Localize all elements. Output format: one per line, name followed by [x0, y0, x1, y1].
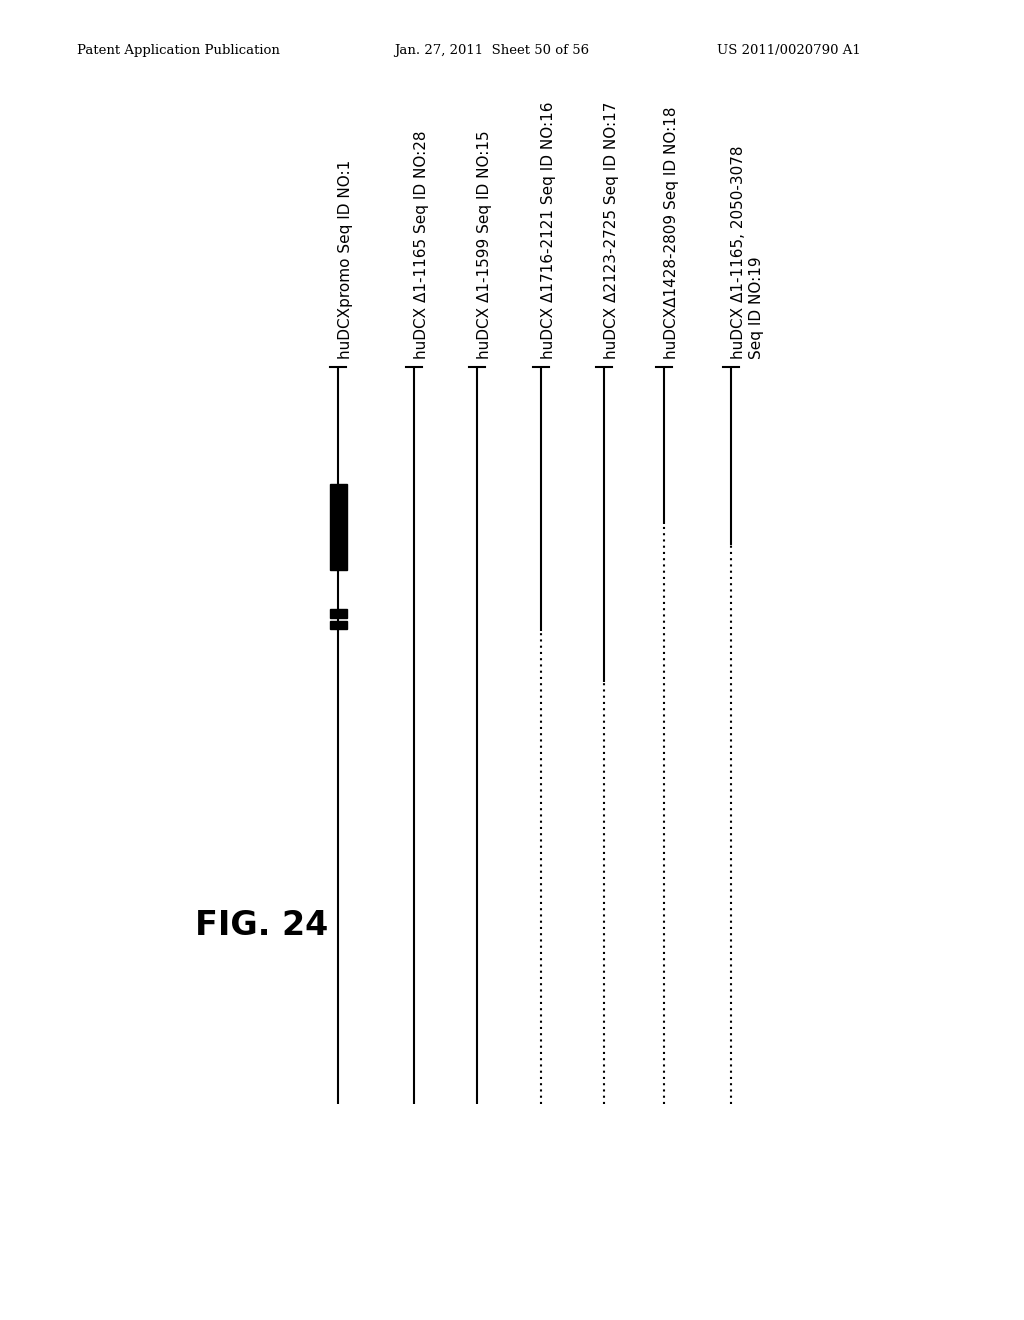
Text: huDCXΔ1428-2809 Seq ID NO:18: huDCXΔ1428-2809 Seq ID NO:18	[664, 106, 679, 359]
Bar	[330, 610, 347, 618]
Text: huDCXpromo Seq ID NO:1: huDCXpromo Seq ID NO:1	[338, 160, 353, 359]
Text: huDCX Δ1-1165, 2050-3078
Seq ID NO:19: huDCX Δ1-1165, 2050-3078 Seq ID NO:19	[731, 145, 764, 359]
Text: huDCX Δ1-1165 Seq ID NO:28: huDCX Δ1-1165 Seq ID NO:28	[414, 131, 429, 359]
Text: huDCX Δ1-1599 Seq ID NO:15: huDCX Δ1-1599 Seq ID NO:15	[477, 129, 493, 359]
Text: huDCX Δ2123-2725 Seq ID NO:17: huDCX Δ2123-2725 Seq ID NO:17	[604, 102, 620, 359]
Text: US 2011/0020790 A1: US 2011/0020790 A1	[717, 44, 860, 57]
Text: Jan. 27, 2011  Sheet 50 of 56: Jan. 27, 2011 Sheet 50 of 56	[394, 44, 590, 57]
Text: huDCX Δ1716-2121 Seq ID NO:16: huDCX Δ1716-2121 Seq ID NO:16	[541, 102, 556, 359]
Bar	[330, 483, 347, 570]
Bar	[330, 622, 347, 630]
Text: FIG. 24: FIG. 24	[196, 909, 329, 942]
Text: Patent Application Publication: Patent Application Publication	[77, 44, 280, 57]
